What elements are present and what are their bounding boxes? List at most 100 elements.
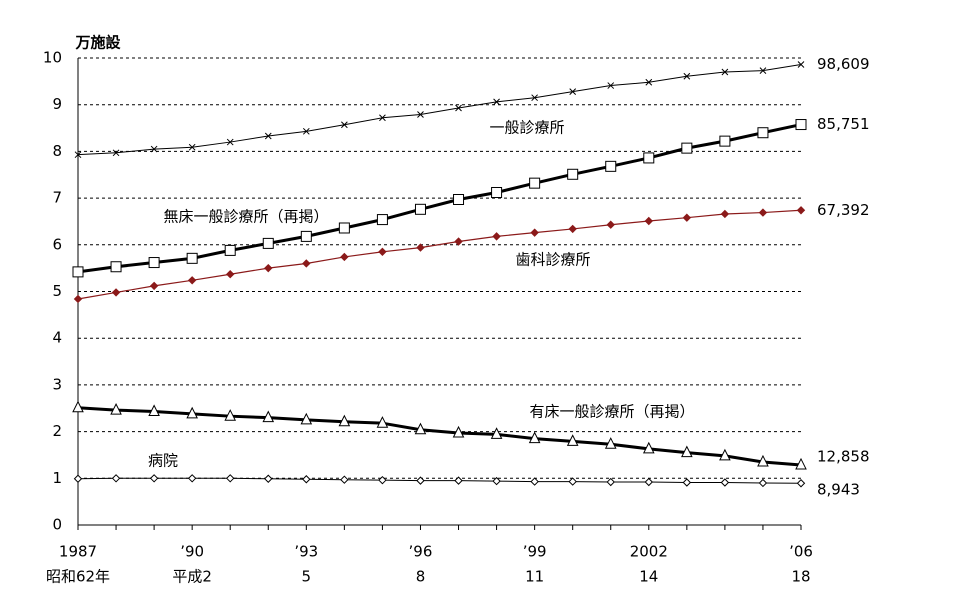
marker xyxy=(757,454,769,467)
x-tick-sublabel: 平成2 xyxy=(172,568,212,586)
series-line xyxy=(77,123,802,274)
marker xyxy=(492,232,501,241)
marker xyxy=(568,224,577,234)
marker xyxy=(262,237,274,249)
x-tick-sublabel: 昭和62年 xyxy=(46,568,110,586)
marker xyxy=(226,474,235,483)
marker xyxy=(797,61,805,68)
value-label: 98,609 xyxy=(817,55,870,73)
marker xyxy=(567,168,579,180)
marker xyxy=(682,478,692,487)
marker xyxy=(149,474,159,483)
marker xyxy=(568,477,577,486)
marker xyxy=(454,476,463,485)
marker xyxy=(719,135,731,147)
x-tick-label: ’99 xyxy=(523,543,547,561)
marker xyxy=(149,281,159,291)
y-tick-label: 8 xyxy=(52,142,62,160)
marker xyxy=(186,406,198,419)
marker xyxy=(758,208,768,217)
value-label: 67,392 xyxy=(817,201,870,219)
marker xyxy=(683,72,691,80)
marker xyxy=(455,104,462,112)
marker xyxy=(759,67,767,74)
marker xyxy=(719,448,731,461)
y-tick-label: 6 xyxy=(52,235,62,253)
marker xyxy=(262,410,275,423)
marker xyxy=(226,270,235,279)
marker xyxy=(264,132,272,140)
value-label: 12,858 xyxy=(817,447,870,465)
marker xyxy=(338,222,350,234)
x-tick-sublabel: 14 xyxy=(639,568,658,586)
marker xyxy=(264,474,273,483)
x-tick-label: ’90 xyxy=(180,543,204,561)
series-label: 一般診療所 xyxy=(489,119,564,137)
marker xyxy=(224,244,236,256)
marker xyxy=(379,114,386,122)
y-tick-label: 0 xyxy=(52,516,62,534)
y-tick-label: 10 xyxy=(43,49,62,67)
marker xyxy=(454,237,463,246)
marker xyxy=(341,121,348,129)
x-tick-sublabel: 8 xyxy=(416,568,426,586)
marker xyxy=(111,288,121,297)
marker xyxy=(530,477,539,486)
series-label: 有床一般診療所（再掲） xyxy=(529,403,694,421)
value-label: 8,943 xyxy=(817,481,860,499)
marker xyxy=(340,475,349,484)
marker xyxy=(681,445,693,458)
marker xyxy=(111,474,121,483)
marker xyxy=(414,422,427,435)
x-tick-label: ’06 xyxy=(789,543,813,561)
marker xyxy=(186,252,198,264)
marker xyxy=(681,142,693,154)
y-tick-label: 5 xyxy=(52,282,62,300)
marker xyxy=(74,151,82,159)
marker xyxy=(302,127,310,135)
x-tick-label: 1987 xyxy=(59,543,97,561)
marker xyxy=(417,111,424,118)
x-tick-sublabel: 11 xyxy=(525,568,544,586)
marker xyxy=(378,247,387,257)
y-tick-label: 2 xyxy=(52,422,62,440)
marker xyxy=(569,88,577,95)
series-line xyxy=(77,406,802,467)
y-tick-label: 4 xyxy=(52,329,62,347)
marker xyxy=(605,160,617,172)
marker xyxy=(531,94,538,102)
marker xyxy=(493,98,500,106)
marker xyxy=(226,138,234,146)
marker xyxy=(795,119,807,131)
x-tick-label: ’96 xyxy=(409,543,433,561)
marker xyxy=(491,186,503,198)
y-tick-label: 9 xyxy=(52,95,62,113)
marker xyxy=(338,414,351,427)
marker xyxy=(264,263,273,273)
marker xyxy=(566,434,579,446)
marker xyxy=(606,220,615,229)
marker xyxy=(187,276,197,285)
x-tick-sublabel: 18 xyxy=(791,568,810,586)
marker xyxy=(643,152,655,164)
series-label: 歯科診療所 xyxy=(515,251,590,269)
x-tick-label: ’93 xyxy=(294,543,318,561)
marker xyxy=(416,243,425,252)
marker xyxy=(644,477,653,487)
marker xyxy=(110,402,122,415)
marker xyxy=(795,457,807,470)
marker xyxy=(604,437,617,449)
marker xyxy=(224,409,237,421)
series-line xyxy=(77,64,802,156)
marker xyxy=(376,416,389,428)
marker xyxy=(720,478,730,487)
x-tick-sublabel: 5 xyxy=(302,568,312,586)
marker xyxy=(606,477,615,487)
series-line xyxy=(77,477,802,484)
marker xyxy=(721,68,729,76)
marker xyxy=(150,145,158,153)
marker xyxy=(796,479,806,488)
marker xyxy=(644,216,653,226)
